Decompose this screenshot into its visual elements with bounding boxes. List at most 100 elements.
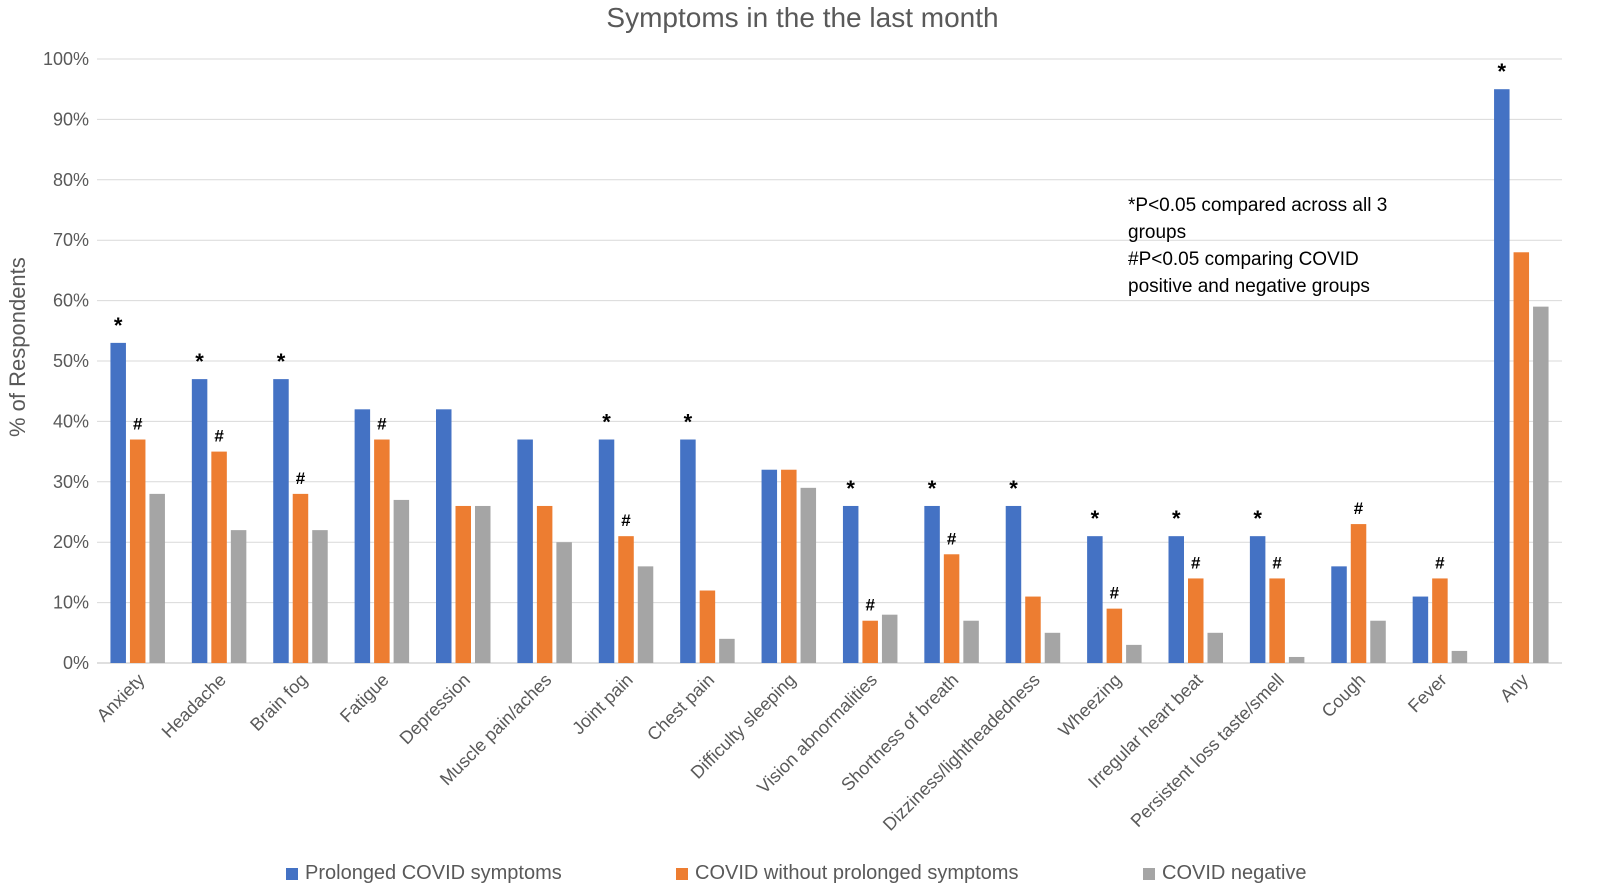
star-marker: *: [195, 349, 204, 374]
bar-without-prolonged: [455, 505, 471, 663]
star-marker: *: [277, 349, 286, 374]
bar-prolonged: [1005, 505, 1022, 663]
bar-prolonged: [761, 469, 778, 663]
bar-without-prolonged: [1432, 578, 1448, 663]
bars: [110, 89, 1549, 663]
hash-marker: #: [377, 415, 387, 434]
x-category-label: Depression: [396, 670, 475, 749]
bar-negative: [230, 530, 247, 663]
bar-negative: [963, 620, 979, 663]
bar-prolonged: [680, 439, 696, 663]
legend-swatch-prolonged: [286, 867, 298, 880]
y-tick-label: 0%: [63, 653, 89, 673]
bar-prolonged: [1494, 89, 1510, 663]
bar-prolonged: [1331, 566, 1347, 663]
bar-negative: [1370, 620, 1386, 663]
bar-without-prolonged: [781, 469, 797, 663]
star-marker: *: [1091, 506, 1100, 531]
bar-without-prolonged: [618, 536, 634, 663]
x-category-label: Dizziness/lightheadedness: [879, 670, 1044, 835]
y-tick-label: 30%: [53, 472, 89, 492]
x-category-label: Cough: [1318, 670, 1370, 722]
bar-without-prolonged: [374, 439, 390, 663]
legend-item-prolonged: Prolonged COVID symptoms: [286, 862, 562, 885]
bar-without-prolonged: [699, 590, 716, 663]
legend: Prolonged COVID symptoms COVID without p…: [0, 862, 1605, 892]
bar-negative: [1533, 306, 1549, 663]
bar-prolonged: [1249, 536, 1266, 663]
bar-prolonged: [1412, 596, 1429, 663]
hash-marker: #: [1354, 499, 1364, 518]
y-tick-labels: 0% 10% 20% 30% 40% 50% 60% 70% 80% 90% 100%: [43, 49, 89, 673]
bar-negative: [556, 542, 572, 663]
x-category-label: Persistent loss taste/smell: [1127, 670, 1288, 831]
bar-without-prolonged: [292, 493, 309, 663]
bar-negative: [719, 638, 735, 663]
star-marker: *: [846, 476, 855, 501]
y-tick-label: 40%: [53, 411, 89, 431]
bar-without-prolonged: [1350, 524, 1367, 663]
bar-prolonged: [842, 505, 859, 663]
bar-prolonged: [1168, 536, 1184, 663]
bar-without-prolonged: [1269, 578, 1285, 663]
bar-without-prolonged: [1025, 596, 1041, 663]
y-tick-label: 90%: [53, 109, 89, 129]
y-tick-label: 80%: [53, 170, 89, 190]
gridlines: [97, 58, 1562, 664]
bar-without-prolonged: [211, 451, 227, 663]
bar-negative: [149, 493, 165, 663]
bar-prolonged: [517, 439, 533, 663]
hash-marker: #: [1191, 553, 1201, 572]
x-category-label: Headache: [158, 670, 230, 742]
bar-prolonged: [598, 439, 615, 663]
legend-item-without-prolonged: COVID without prolonged symptoms: [676, 862, 1018, 885]
x-category-label: Wheezing: [1054, 670, 1125, 741]
significance-note: *P<0.05 compared across all 3 groups #P<…: [1128, 192, 1428, 300]
bar-without-prolonged: [129, 439, 146, 663]
note-hash: #P<0.05 comparing COVID positive and neg…: [1128, 249, 1370, 297]
legend-label-negative: COVID negative: [1162, 862, 1307, 884]
bar-negative: [1126, 644, 1142, 663]
x-category-label: Joint pain: [568, 670, 637, 739]
x-category-label: Anxiety: [93, 670, 149, 726]
legend-swatch-negative: [1143, 867, 1155, 880]
bar-prolonged: [191, 379, 208, 663]
legend-swatch-without-prolonged: [676, 867, 688, 880]
legend-item-negative: COVID negative: [1143, 862, 1307, 885]
bar-prolonged: [436, 409, 452, 663]
hash-marker: #: [214, 427, 224, 446]
bar-prolonged: [924, 505, 940, 663]
bar-prolonged: [273, 379, 289, 663]
star-marker: *: [602, 410, 611, 435]
bar-negative: [881, 614, 898, 663]
y-tick-label: 70%: [53, 230, 89, 250]
bar-negative: [1044, 632, 1061, 663]
star-marker: *: [1009, 476, 1018, 501]
bar-without-prolonged: [1106, 608, 1123, 663]
bar-negative: [1207, 632, 1223, 663]
y-tick-label: 10%: [53, 593, 89, 613]
bar-negative: [1288, 656, 1305, 663]
legend-label-without-prolonged: COVID without prolonged symptoms: [695, 862, 1019, 884]
bar-without-prolonged: [1188, 578, 1204, 663]
star-marker: *: [1253, 506, 1262, 531]
hash-marker: #: [947, 529, 957, 548]
hash-marker: #: [133, 415, 143, 434]
star-marker: *: [684, 410, 693, 435]
bar-without-prolonged: [943, 554, 960, 663]
x-category-label: Chest pain: [643, 670, 718, 745]
bar-without-prolonged: [862, 620, 878, 663]
hash-marker: #: [865, 596, 875, 615]
x-category-label: Fatigue: [336, 670, 393, 727]
hash-marker: #: [1435, 553, 1445, 572]
legend-label-prolonged: Prolonged COVID symptoms: [305, 862, 562, 884]
bar-prolonged: [110, 342, 126, 663]
star-marker: *: [1172, 506, 1181, 531]
bar-negative: [475, 505, 491, 663]
y-tick-label: 100%: [43, 49, 89, 69]
hash-marker: #: [621, 511, 631, 530]
bar-without-prolonged: [536, 505, 553, 663]
x-category-label: Any: [1496, 670, 1532, 706]
bar-prolonged: [1087, 536, 1103, 663]
